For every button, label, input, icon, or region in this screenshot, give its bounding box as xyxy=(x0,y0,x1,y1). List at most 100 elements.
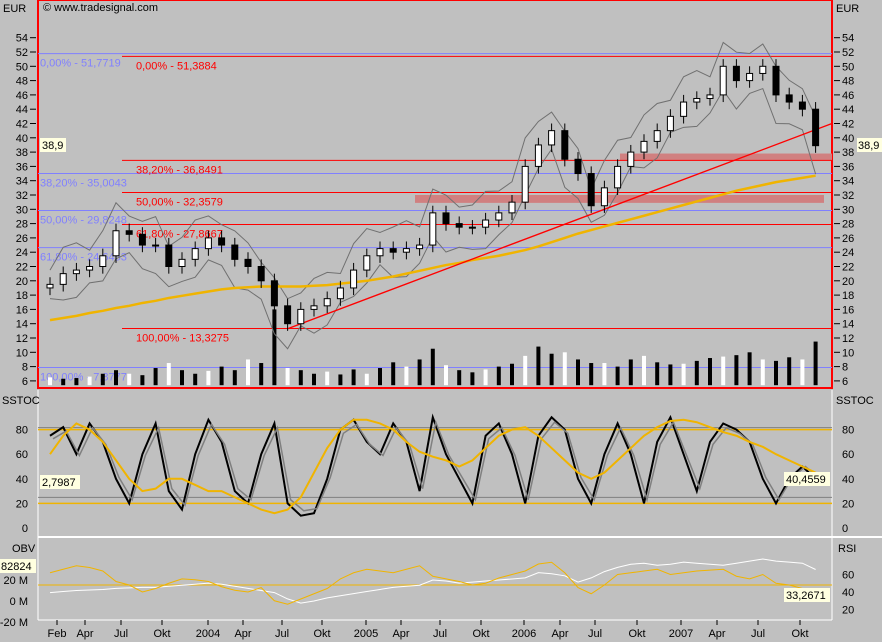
svg-text:2,7987: 2,7987 xyxy=(42,477,76,489)
volume-bar xyxy=(549,353,554,386)
volume-bar xyxy=(74,378,79,386)
y-tick-label-left: 20 xyxy=(16,276,28,288)
candle-body xyxy=(178,258,186,268)
candle-body xyxy=(204,237,212,250)
sstoc-tick-label-right: 20 xyxy=(842,498,854,510)
volume-bar xyxy=(166,363,171,386)
volume-bar xyxy=(576,359,580,386)
volume-bar xyxy=(325,371,330,386)
volume-bar xyxy=(444,365,448,386)
x-tick-label: 2005 xyxy=(354,628,378,640)
volume-bar xyxy=(246,359,250,386)
candle-body xyxy=(627,151,635,167)
candle-body xyxy=(653,130,661,142)
volume-bar xyxy=(298,370,303,386)
y-tick-label-right: 26 xyxy=(842,233,854,245)
volume-bar xyxy=(694,360,699,386)
candle-body xyxy=(600,187,608,207)
volume-bar xyxy=(457,370,462,386)
y-tick-label-right: 10 xyxy=(842,347,854,359)
rsi-tick-label: 60 xyxy=(842,570,854,582)
candle-body xyxy=(112,230,120,257)
candle-body xyxy=(640,140,648,153)
x-tick-label: 2004 xyxy=(196,628,220,640)
volume-bar xyxy=(800,359,805,386)
candle-body xyxy=(587,173,595,207)
svg-text:38,9: 38,9 xyxy=(858,140,879,152)
volume-bar xyxy=(206,370,211,386)
badge-obv-left: 82824 xyxy=(0,559,36,573)
rsi-tick-label: 40 xyxy=(842,587,854,599)
sstoc-tick-label-right: 80 xyxy=(842,425,854,437)
resistance-zone xyxy=(415,195,824,203)
candle-body xyxy=(680,101,688,117)
y-tick-label-left: 18 xyxy=(16,290,28,302)
candle-body xyxy=(270,280,278,307)
sstoc-tick-label-right: 0 xyxy=(842,523,848,535)
obv-label: OBV xyxy=(12,543,36,555)
volume-bar xyxy=(510,363,514,386)
x-tick-label: Apr xyxy=(708,628,725,640)
candle-body xyxy=(812,108,820,147)
candle-body xyxy=(402,248,410,253)
badge-sstoc-left: 2,7987 xyxy=(40,475,80,489)
volume-bar xyxy=(193,373,198,386)
y-tick-label-left: 14 xyxy=(16,319,28,331)
volume-bar xyxy=(813,341,818,386)
y-tick-label-left: 30 xyxy=(16,204,28,216)
volume-bar xyxy=(219,366,224,386)
candle-body xyxy=(46,283,54,289)
rsi-tick-label: 20 xyxy=(842,605,854,617)
volume-bar xyxy=(523,355,528,386)
candle-body xyxy=(191,248,199,260)
obv-tick-label: 20 M xyxy=(4,575,28,587)
fib-label-red: 61,80% - 27,8667 xyxy=(136,229,223,241)
candle-body xyxy=(732,65,740,82)
volume-bar xyxy=(259,363,264,386)
fib-label-blue: 0,00% - 51,7719 xyxy=(40,58,121,70)
volume-bar xyxy=(760,359,765,386)
y-tick-label-right: 40 xyxy=(842,133,854,145)
volume-bar xyxy=(272,309,277,386)
volume-bar xyxy=(734,355,739,386)
candle-body xyxy=(574,158,582,175)
volume-bar xyxy=(668,364,673,386)
candle-body xyxy=(495,212,503,221)
x-tick-label: Feb xyxy=(48,628,67,640)
badge-price-right: 38,9 xyxy=(857,138,882,152)
x-tick-label: Okt xyxy=(628,628,645,640)
obv-tick-label: -20 M xyxy=(0,617,28,629)
volume-bar xyxy=(655,362,660,386)
y-tick-label-left: 52 xyxy=(16,47,28,59)
y-tick-label-left: 38 xyxy=(16,147,28,159)
volume-bar xyxy=(351,369,356,386)
x-tick-label: 2007 xyxy=(669,628,693,640)
price-panel-border xyxy=(37,0,833,389)
y-tick-label-right: 14 xyxy=(842,319,854,331)
candle-body xyxy=(336,287,344,300)
y-tick-label-left: 44 xyxy=(16,104,28,116)
fib-label-blue: 50,00% - 29,8248 xyxy=(40,215,127,227)
volume-bar xyxy=(787,357,792,386)
candle-body xyxy=(99,255,107,267)
candle-body xyxy=(772,65,780,96)
y-tick-label-left: 22 xyxy=(16,262,28,274)
candle-body xyxy=(218,237,226,246)
candle-body xyxy=(442,212,450,225)
volume-bar xyxy=(417,359,422,386)
y-tick-label-left: 10 xyxy=(16,347,28,359)
trend-line xyxy=(287,122,833,330)
candle-body xyxy=(257,266,265,282)
resistance-zone xyxy=(620,153,832,161)
rsi-label: RSI xyxy=(838,543,856,555)
volume-bar xyxy=(61,378,66,386)
volume-bar xyxy=(391,362,396,386)
sstoc-tick-label-right: 60 xyxy=(842,449,854,461)
volume-bar xyxy=(232,370,237,386)
sstoc-label-right: SSTOC xyxy=(836,395,874,407)
x-tick-label: Jul xyxy=(433,628,447,640)
candle-body xyxy=(468,226,476,229)
moving-average-line xyxy=(49,174,816,322)
y-tick-label-left: 50 xyxy=(16,61,28,73)
